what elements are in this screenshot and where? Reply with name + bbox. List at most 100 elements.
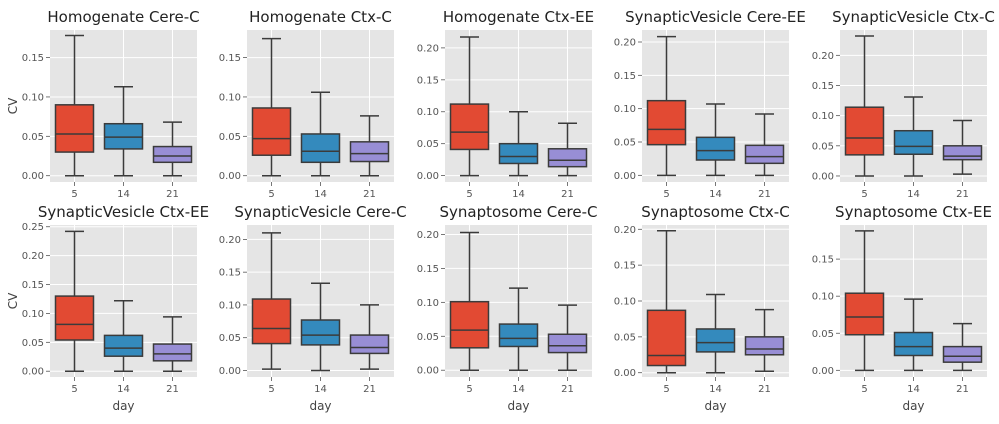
box-iqr bbox=[300, 319, 341, 346]
subplot-title: SynapticVesicle Cere-EE bbox=[625, 8, 806, 26]
y-tick-label: 0.05 bbox=[219, 333, 241, 344]
x-tick-label: 14 bbox=[117, 189, 130, 200]
x-tick-label: 14 bbox=[314, 189, 327, 200]
y-tick-label: 0.00 bbox=[22, 171, 44, 182]
y-tick-label: 0.00 bbox=[614, 368, 636, 379]
subplot-title: Synaptosome Cere-C bbox=[440, 203, 598, 221]
box-iqr bbox=[942, 345, 983, 363]
x-tick-label: 21 bbox=[561, 189, 574, 200]
x-tick-label: 21 bbox=[166, 189, 179, 200]
subplot-1: 0.00 0.05 0.10 0.15 5 14 21 Homogenate Cere-C CV bbox=[6, 8, 200, 200]
y-tick-label: 0.00 bbox=[614, 171, 636, 182]
x-tick-label: 14 bbox=[512, 189, 525, 200]
subplot-title: Homogenate Cere-C bbox=[47, 8, 199, 26]
x-tick-label: 21 bbox=[561, 384, 574, 395]
y-tick-label: 0.05 bbox=[219, 132, 241, 143]
box-iqr bbox=[547, 148, 588, 168]
box-iqr bbox=[449, 300, 490, 349]
subplot-title: Synaptosome Ctx-C bbox=[641, 203, 789, 221]
box-iqr bbox=[695, 136, 736, 161]
box-iqr bbox=[349, 141, 390, 163]
y-tick-label: 0.15 bbox=[614, 71, 636, 82]
box-iqr bbox=[844, 292, 885, 336]
y-tick-label: 0.00 bbox=[417, 171, 439, 182]
y-tick-label: 0.00 bbox=[22, 367, 44, 378]
x-tick-label: 14 bbox=[117, 384, 130, 395]
subplot-6: 0.00 0.05 0.10 0.15 0.20 0.25 5 14 21 SynapticVes… bbox=[6, 203, 209, 413]
y-tick-label: 0.10 bbox=[614, 297, 636, 308]
x-tick-label: 5 bbox=[861, 189, 867, 200]
box-iqr bbox=[498, 323, 539, 348]
y-tick-label: 0.15 bbox=[812, 81, 834, 92]
subplot-9: 0.00 0.05 0.10 0.15 0.20 5 14 21 Synaptosome Ctx… bbox=[614, 203, 790, 413]
y-tick-label: 0.00 bbox=[812, 366, 834, 377]
y-tick-label: 0.10 bbox=[812, 111, 834, 122]
y-tick-label: 0.20 bbox=[614, 38, 636, 49]
x-tick-label: 14 bbox=[709, 384, 722, 395]
x-axis-label: day bbox=[902, 399, 924, 413]
box-day-5 bbox=[646, 229, 687, 374]
y-tick-label: 0.05 bbox=[812, 141, 834, 152]
box-iqr bbox=[695, 328, 736, 353]
box-day-21 bbox=[349, 304, 390, 370]
subplot-title: SynapticVesicle Ctx-C bbox=[832, 8, 995, 26]
box-iqr bbox=[54, 295, 95, 341]
x-tick-label: 14 bbox=[709, 189, 722, 200]
subplot-title: Synaptosome Ctx-EE bbox=[835, 203, 992, 221]
subplot-title: SynapticVesicle Cere-C bbox=[234, 203, 406, 221]
x-tick-label: 5 bbox=[861, 384, 867, 395]
y-tick-label: 0.15 bbox=[812, 255, 834, 266]
box-day-5 bbox=[646, 35, 687, 177]
box-iqr bbox=[744, 144, 785, 165]
box-day-21 bbox=[942, 322, 983, 372]
box-day-5 bbox=[449, 36, 490, 177]
y-tick-label: 0.20 bbox=[417, 43, 439, 54]
box-day-14 bbox=[695, 103, 736, 177]
y-tick-label: 0.05 bbox=[22, 132, 44, 143]
box-iqr bbox=[54, 104, 95, 153]
x-tick-label: 5 bbox=[268, 384, 274, 395]
y-tick-label: 0.20 bbox=[417, 230, 439, 241]
x-tick-label: 21 bbox=[758, 384, 771, 395]
box-day-21 bbox=[349, 115, 390, 177]
x-tick-label: 21 bbox=[956, 189, 969, 200]
y-tick-label: 0.15 bbox=[614, 261, 636, 272]
y-tick-label: 0.05 bbox=[614, 332, 636, 343]
box-iqr bbox=[744, 336, 785, 356]
x-tick-label: 14 bbox=[907, 384, 920, 395]
subplot-title: Homogenate Ctx-EE bbox=[443, 8, 594, 26]
box-day-5 bbox=[844, 35, 885, 177]
box-day-21 bbox=[744, 308, 785, 373]
box-iqr bbox=[646, 99, 687, 146]
y-tick-label: 0.05 bbox=[812, 329, 834, 340]
x-axis-label: day bbox=[507, 399, 529, 413]
y-tick-label: 0.00 bbox=[417, 366, 439, 377]
box-iqr bbox=[449, 103, 490, 151]
y-tick-label: 0.10 bbox=[22, 92, 44, 103]
y-tick-label: 0.20 bbox=[614, 225, 636, 236]
subplot-2: 0.00 0.05 0.10 0.15 5 14 21 Homogenate Ctx-C bbox=[219, 8, 394, 200]
y-tick-label: 0.05 bbox=[22, 338, 44, 349]
x-tick-label: 21 bbox=[166, 384, 179, 395]
box-day-21 bbox=[547, 122, 588, 177]
subplot-7: 0.00 0.05 0.10 0.15 0.20 5 14 21 SynapticVesicle… bbox=[219, 203, 407, 413]
y-tick-label: 0.20 bbox=[219, 235, 241, 246]
subplot-8: 0.00 0.05 0.10 0.15 0.20 5 14 21 Synaptosome Cer… bbox=[417, 203, 598, 413]
box-day-5 bbox=[54, 230, 95, 372]
box-day-14 bbox=[695, 293, 736, 374]
y-tick-label: 0.20 bbox=[22, 251, 44, 262]
y-tick-label: 0.15 bbox=[417, 75, 439, 86]
box-day-21 bbox=[152, 121, 193, 177]
box-iqr bbox=[547, 333, 588, 354]
box-iqr bbox=[893, 331, 934, 357]
y-tick-label: 0.15 bbox=[417, 264, 439, 275]
subplot-5: 0.00 0.05 0.10 0.15 0.20 5 14 21 SynapticVesicle… bbox=[812, 8, 995, 200]
x-tick-label: 5 bbox=[466, 384, 472, 395]
y-axis-label: CV bbox=[6, 292, 20, 309]
x-tick-label: 5 bbox=[71, 189, 77, 200]
y-tick-label: 0.15 bbox=[219, 53, 241, 64]
x-tick-label: 5 bbox=[268, 189, 274, 200]
y-tick-label: 0.15 bbox=[219, 268, 241, 279]
y-tick-label: 0.10 bbox=[417, 107, 439, 118]
